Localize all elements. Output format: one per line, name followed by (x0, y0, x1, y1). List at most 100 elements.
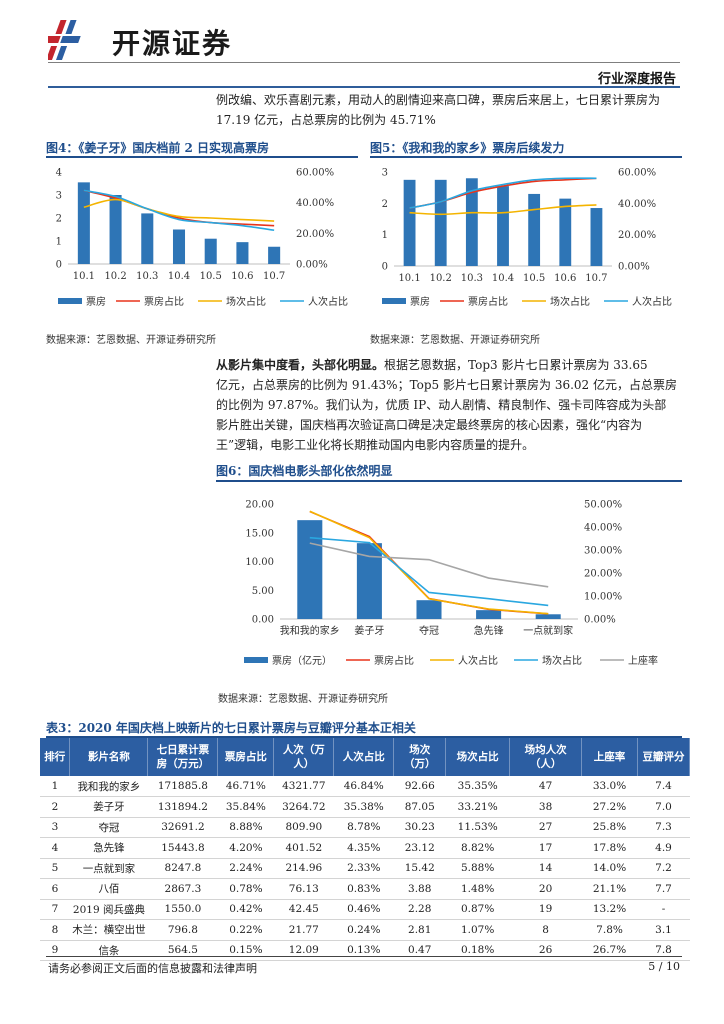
table-cell: 35.38% (333, 796, 394, 818)
logo: 开源证券 (48, 16, 288, 62)
fig6-ytick-left: 20.00 (245, 500, 274, 511)
table-row: 5 一点就到家 8247.8 2.24% 214.96 2.33% 15.42 5.88% 14… (40, 858, 690, 879)
fig5-legend-label: 场次占比 (550, 295, 590, 308)
fig6-legend-label: 票房占比 (374, 654, 414, 667)
fig5-xtick: 10.6 (554, 273, 576, 284)
table-cell: 0.15% (217, 940, 274, 961)
table-cell: 33.21% (445, 796, 510, 818)
table-cell: 11.53% (445, 817, 510, 838)
fig4-bar (109, 195, 122, 264)
fig5-ytick-right: 60.00% (618, 168, 656, 179)
table-cell: 0.47 (393, 940, 446, 961)
table-cell: 17 (509, 837, 582, 859)
fig6-ytick-left: 15.00 (245, 528, 274, 539)
table-cell: 3 (40, 817, 70, 838)
fig5-bar (403, 179, 416, 266)
table-cell: 7.2 (637, 858, 690, 879)
table3: 排行 影片名称 七日累计票房（万元） 票房占比 人次（万人） 人次占比 场次（万） 场次占比场… (40, 738, 691, 961)
table-cell: 木兰：横空出世 (69, 919, 148, 941)
fig6-line-场次占比 (309, 536, 549, 607)
footer-disclaimer: 请务必参阅正文后面的信息披露和法律声明 (48, 962, 257, 975)
table-cell: 131894.2 (147, 796, 218, 818)
table-cell: 6 (40, 878, 70, 900)
table-cell: 87.05 (393, 796, 446, 818)
fig5-title: 图5：《我和我的家乡》票房后续发力 (370, 141, 565, 155)
table-row: 9 信条 564.5 0.15% 12.09 0.13% 0.47 0.18% 26 26.7% 7… (40, 940, 690, 961)
fig4-ytick-left: 4 (56, 168, 62, 179)
table3-header-cell: 场次占比 (445, 738, 511, 776)
table-cell: 4.35% (333, 837, 394, 859)
fig5-xtick: 10.7 (585, 273, 607, 284)
fig5-legend-label: 人次占比 (632, 295, 672, 308)
table-cell: 27 (509, 817, 582, 838)
fig4-xtick: 10.6 (231, 271, 253, 282)
table-cell: 26.7% (581, 940, 638, 961)
fig6-line-上座率 (309, 542, 549, 588)
table-row: 7 2019 阅兵盛典 1550.0 0.42% 42.45 0.46% 2.28 0.87%… (40, 899, 690, 920)
fig4-bar (204, 238, 217, 264)
table-cell: 2 (40, 796, 70, 818)
fig4-xtick: 10.3 (136, 271, 158, 282)
table-cell: 8247.8 (147, 858, 218, 879)
fig4-ytick-left: 0 (56, 260, 62, 271)
fig5-ytick-right: 0.00% (618, 262, 650, 273)
fig5-line-场次占比 (409, 204, 597, 216)
fig4-bar (141, 213, 154, 264)
table-cell: 3264.72 (273, 796, 334, 818)
table-cell: 2019 阅兵盛典 (69, 899, 148, 920)
table-cell: 急先锋 (69, 837, 148, 859)
fig4-xtick: 10.2 (104, 271, 126, 282)
table3-header-cell: 豆瓣评分 (637, 738, 691, 776)
table-cell: 796.8 (147, 919, 218, 941)
fig5-ytick-left: 2 (382, 199, 388, 210)
table-row: 6 八佰 2867.3 0.78% 76.13 0.83% 3.88 1.48% 20 21.1%… (40, 878, 690, 900)
fig5-chart: 0 1 2 3 0.00% 20.00% 40.00% 60.00% 10.1 10.2 10.3 1… (382, 168, 672, 309)
table-row: 1 我和我的家乡 171885.8 46.71% 4321.77 46.84% 92.66 3… (40, 776, 690, 797)
table3-header-row: 排行 影片名称 七日累计票房（万元） 票房占比 人次（万人） 人次占比 场次（万） 场次占比场… (40, 738, 691, 776)
table-cell: 809.90 (273, 817, 334, 838)
table-cell: 7.4 (637, 776, 690, 797)
fig6-legend-label: 人次占比 (458, 654, 498, 667)
fig5-xtick: 10.2 (430, 273, 452, 284)
table3-title-rule (46, 736, 682, 738)
table-cell: 0.22% (217, 919, 274, 941)
intro-line-1: 例改编、欢乐喜剧元素，用动人的剧情迎来高口碑，票房后来居上，七日累计票房为 (216, 93, 661, 107)
body-line-4: 影片胜出关键，国庆档再次验证高口碑是决定最终票房的核心因素，强化“内容为 (216, 418, 643, 432)
table-cell: 13.2% (581, 899, 638, 920)
fig6-bar (416, 600, 442, 619)
fig4-legend-label: 票房 (86, 295, 106, 308)
fig4-legend-label: 场次占比 (226, 295, 266, 308)
table-cell: 33.0% (581, 776, 638, 797)
table-cell: 3.1 (637, 919, 690, 941)
footer-divider (46, 956, 682, 957)
table-cell: 35.35% (445, 776, 510, 797)
table-cell: 214.96 (273, 858, 334, 879)
fig5-bar (434, 179, 447, 266)
fig4-legend-swatch (58, 298, 82, 304)
fig5-bar (497, 186, 509, 266)
table-cell: 9 (40, 940, 70, 961)
fig5-xtick: 10.5 (523, 273, 545, 284)
table-cell: 1.07% (445, 919, 510, 941)
table3-header-cell: 票房占比 (217, 738, 275, 776)
fig4-bar (172, 229, 186, 264)
fig6-ytick-right: 20.00% (584, 569, 622, 580)
table-cell: 2.33% (333, 858, 394, 879)
fig6-ytick-left: 5.00 (252, 586, 274, 597)
table-cell: 46.71% (217, 776, 274, 797)
table-cell: 19 (509, 899, 582, 920)
table-cell: 7.8 (637, 940, 690, 961)
fig5-bar (465, 178, 478, 266)
table-row: 4 急先锋 15443.8 4.20% 401.52 4.35% 23.12 8.82% 17 1… (40, 837, 690, 859)
fig5-bar (590, 208, 603, 266)
table-cell: 0.83% (333, 878, 394, 900)
fig5-ytick-left: 0 (382, 262, 388, 273)
fig6-line-人次占比 (309, 510, 549, 615)
table-cell: 35.84% (217, 796, 274, 818)
table-cell: 21.77 (273, 919, 334, 941)
fig5-bar (528, 193, 541, 266)
table-cell: 20 (509, 878, 582, 900)
table-cell: 32691.2 (147, 817, 218, 838)
fig4-bar (236, 242, 249, 264)
fig5-bar (559, 198, 572, 266)
